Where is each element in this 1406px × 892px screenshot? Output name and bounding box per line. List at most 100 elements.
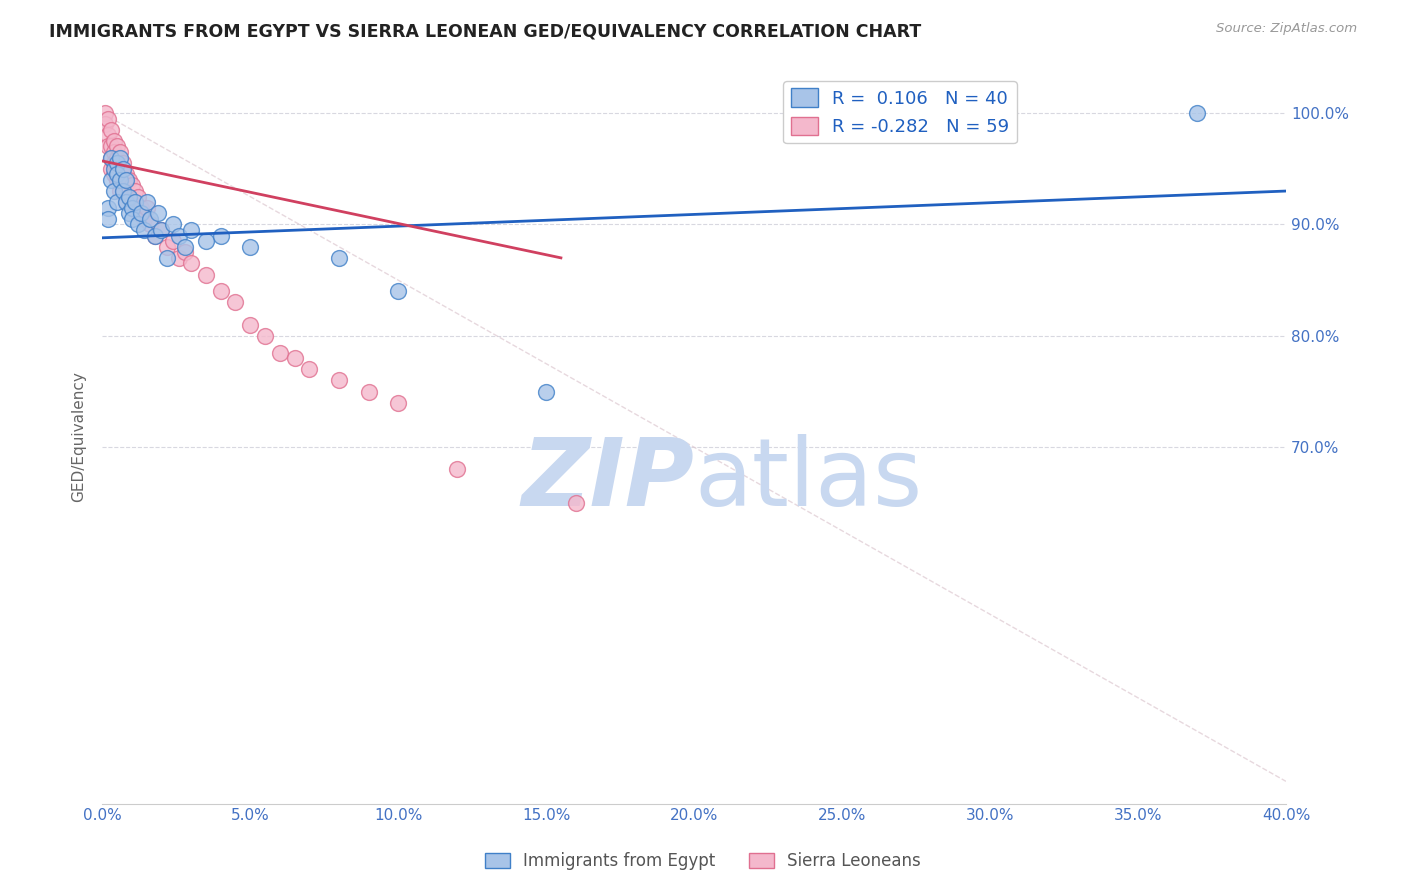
Point — [127, 189, 149, 203]
Point — [100, 151, 122, 165]
Point — [121, 195, 143, 210]
Point — [105, 139, 128, 153]
Point — [100, 151, 122, 165]
Point — [129, 206, 152, 220]
Point — [105, 195, 128, 210]
Legend: Immigrants from Egypt, Sierra Leoneans: Immigrants from Egypt, Sierra Leoneans — [478, 846, 928, 877]
Point — [209, 285, 232, 299]
Point — [156, 240, 179, 254]
Point — [127, 218, 149, 232]
Point — [105, 173, 128, 187]
Point — [103, 167, 125, 181]
Point — [534, 384, 557, 399]
Point — [118, 189, 141, 203]
Point — [105, 151, 128, 165]
Legend: R =  0.106   N = 40, R = -0.282   N = 59: R = 0.106 N = 40, R = -0.282 N = 59 — [783, 81, 1017, 144]
Point — [387, 285, 409, 299]
Point — [150, 223, 173, 237]
Point — [115, 167, 138, 181]
Point — [100, 161, 122, 176]
Point — [194, 234, 217, 248]
Point — [224, 295, 246, 310]
Point — [115, 173, 138, 187]
Point — [148, 206, 170, 220]
Point — [209, 228, 232, 243]
Point — [118, 206, 141, 220]
Point — [94, 117, 117, 131]
Point — [115, 195, 138, 210]
Point — [97, 211, 120, 226]
Point — [1185, 106, 1208, 120]
Point — [328, 251, 350, 265]
Point — [97, 112, 120, 126]
Point — [298, 362, 321, 376]
Text: IMMIGRANTS FROM EGYPT VS SIERRA LEONEAN GED/EQUIVALENCY CORRELATION CHART: IMMIGRANTS FROM EGYPT VS SIERRA LEONEAN … — [49, 22, 921, 40]
Point — [108, 173, 131, 187]
Point — [105, 156, 128, 170]
Text: Source: ZipAtlas.com: Source: ZipAtlas.com — [1216, 22, 1357, 36]
Point — [100, 173, 122, 187]
Point — [387, 395, 409, 409]
Point — [124, 184, 146, 198]
Point — [135, 201, 157, 215]
Point — [111, 184, 134, 198]
Point — [97, 139, 120, 153]
Text: ZIP: ZIP — [522, 434, 695, 526]
Point — [194, 268, 217, 282]
Point — [135, 195, 157, 210]
Point — [118, 189, 141, 203]
Point — [129, 201, 152, 215]
Text: atlas: atlas — [695, 434, 922, 526]
Point — [97, 128, 120, 143]
Point — [108, 173, 131, 187]
Point — [108, 145, 131, 159]
Point — [564, 496, 586, 510]
Point — [127, 206, 149, 220]
Point — [105, 167, 128, 181]
Point — [100, 139, 122, 153]
Point — [103, 184, 125, 198]
Point — [174, 240, 197, 254]
Point — [118, 173, 141, 187]
Point — [108, 161, 131, 176]
Point — [269, 345, 291, 359]
Point — [253, 328, 276, 343]
Point — [239, 318, 262, 332]
Point — [121, 178, 143, 193]
Point — [162, 218, 184, 232]
Point — [115, 195, 138, 210]
Point — [145, 228, 167, 243]
Point — [446, 462, 468, 476]
Point — [174, 245, 197, 260]
Point — [239, 240, 262, 254]
Point — [284, 351, 307, 365]
Point — [357, 384, 380, 399]
Point — [132, 211, 155, 226]
Point — [111, 156, 134, 170]
Point — [111, 161, 134, 176]
Point — [103, 145, 125, 159]
Point — [145, 228, 167, 243]
Point — [108, 184, 131, 198]
Point — [180, 256, 202, 270]
Point — [162, 234, 184, 248]
Point — [328, 373, 350, 387]
Point — [115, 178, 138, 193]
Point — [132, 223, 155, 237]
Point — [156, 251, 179, 265]
Y-axis label: GED/Equivalency: GED/Equivalency — [72, 371, 86, 501]
Point — [121, 201, 143, 215]
Point — [94, 106, 117, 120]
Point — [167, 228, 190, 243]
Point — [111, 184, 134, 198]
Point — [150, 223, 173, 237]
Point — [124, 195, 146, 210]
Point — [105, 161, 128, 176]
Point — [138, 218, 160, 232]
Point — [180, 223, 202, 237]
Point — [103, 161, 125, 176]
Point — [121, 211, 143, 226]
Point — [97, 201, 120, 215]
Point — [167, 251, 190, 265]
Point — [103, 156, 125, 170]
